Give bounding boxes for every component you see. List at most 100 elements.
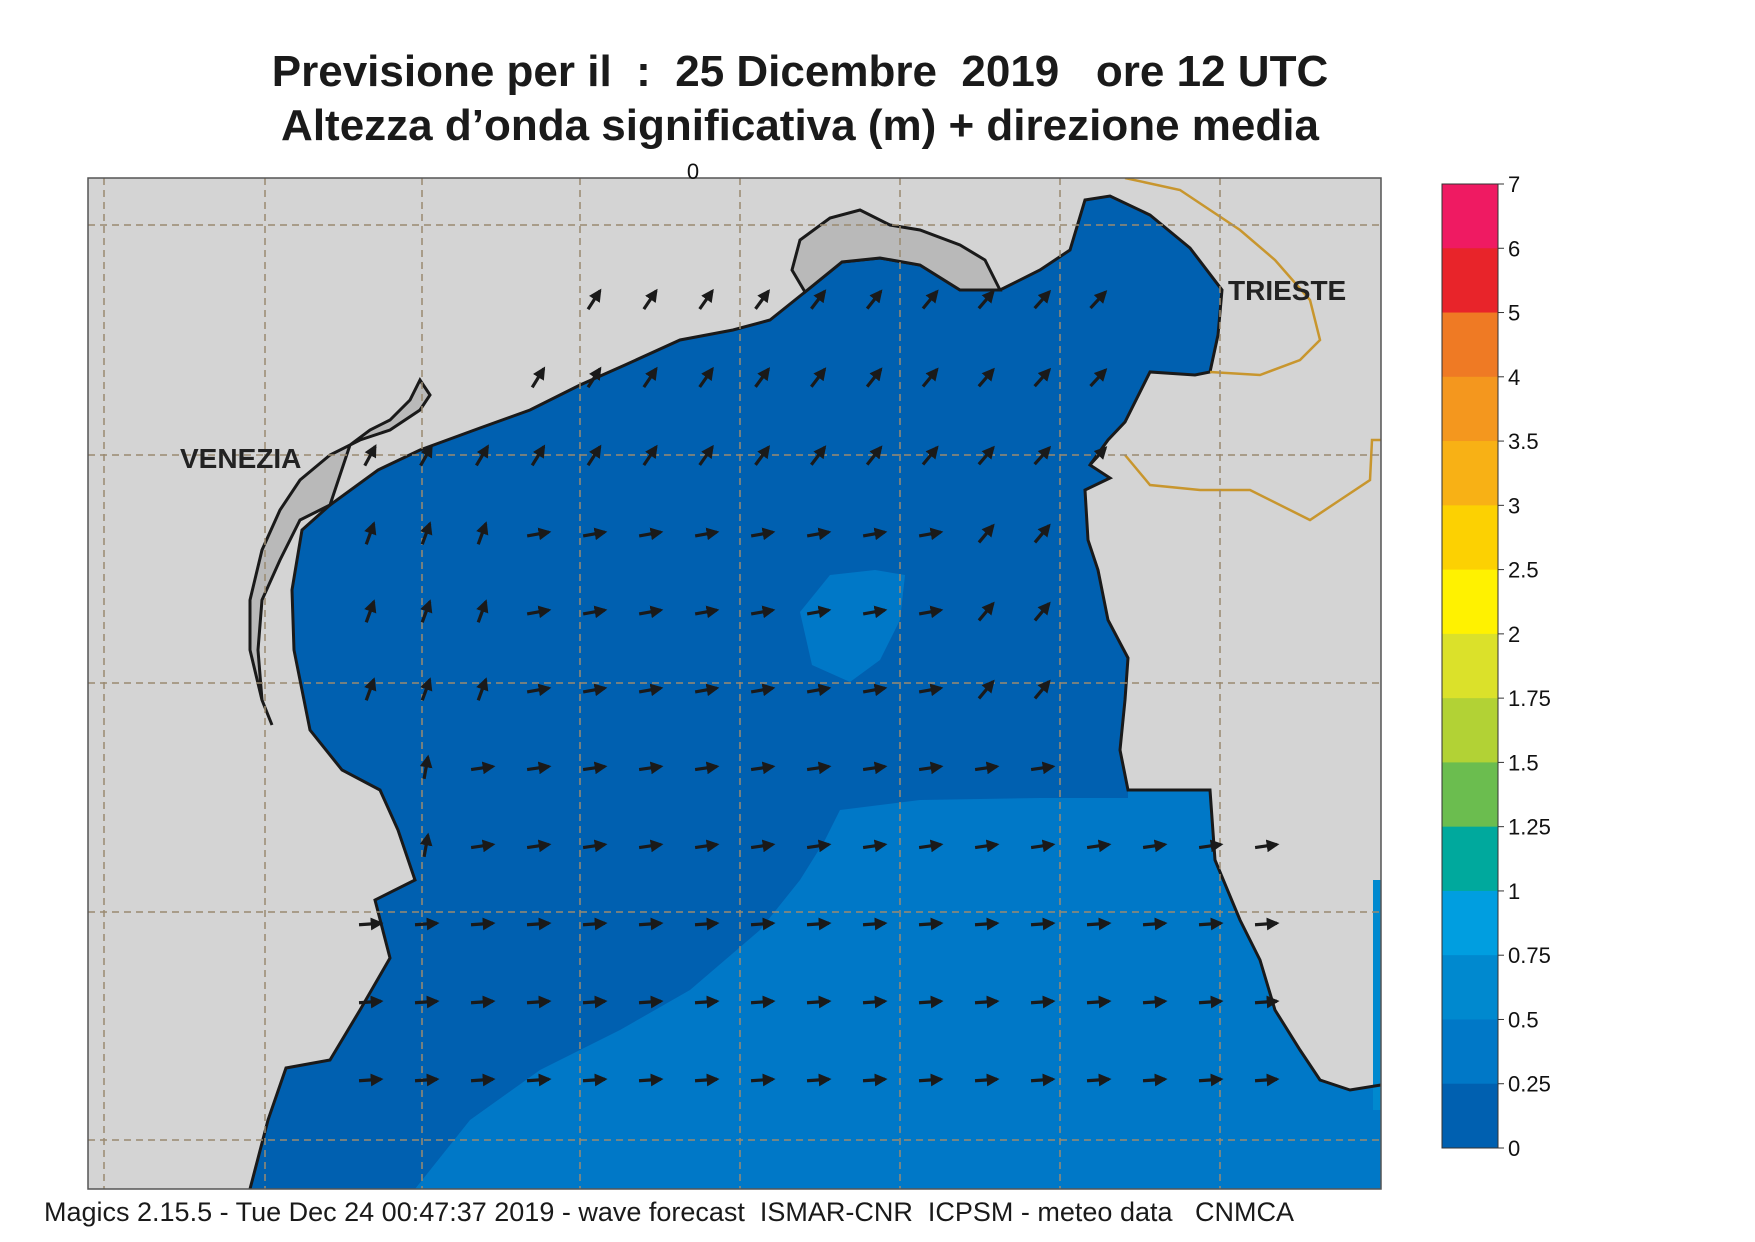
- wave-direction-arrow: [1033, 445, 1052, 466]
- wave-direction-arrow: [1030, 761, 1056, 775]
- wave-direction-arrow: [1142, 1073, 1168, 1087]
- wave-direction-arrow: [754, 367, 771, 388]
- wave-direction-arrow: [862, 839, 888, 853]
- wave-direction-arrow: [1086, 917, 1112, 931]
- wave-direction-arrow: [698, 366, 714, 388]
- wave-direction-arrow: [638, 839, 664, 853]
- legend-swatch: [1442, 376, 1498, 442]
- wave-direction-arrow: [918, 605, 944, 619]
- wave-direction-arrow: [974, 839, 1000, 853]
- wave-direction-arrow: [918, 1073, 944, 1087]
- wave-direction-arrow: [694, 527, 720, 541]
- legend-tick-label: 2.5: [1508, 558, 1539, 583]
- wave-direction-arrow: [750, 1073, 776, 1087]
- wave-direction-arrow: [810, 367, 827, 388]
- map-frame: [87, 177, 1382, 1190]
- wave-direction-arrow: [414, 1073, 440, 1087]
- wave-direction-arrow: [862, 683, 888, 697]
- wave-direction-arrow: [1198, 839, 1224, 853]
- legend-swatch: [1442, 955, 1498, 1020]
- wave-direction-arrow: [918, 995, 944, 1009]
- wave-direction-arrow: [977, 601, 995, 622]
- wave-direction-arrow: [1254, 917, 1280, 931]
- page-subtitle: Altezza d’onda significativa (m) + direz…: [281, 101, 1319, 150]
- wave-direction-arrow: [420, 677, 433, 701]
- wave-direction-arrow: [1033, 367, 1052, 388]
- legend-tick-label: 0: [1508, 1136, 1520, 1161]
- grid-top-mark: 0: [687, 159, 699, 184]
- wave-direction-arrow: [1142, 995, 1168, 1009]
- wave-direction-arrow: [526, 995, 552, 1009]
- wave-direction-arrow: [582, 761, 608, 775]
- wave-direction-arrow: [865, 289, 883, 310]
- wave-direction-arrow: [586, 366, 602, 389]
- wave-direction-arrow: [694, 683, 720, 697]
- legend-swatch: [1442, 826, 1498, 892]
- wave-direction-arrow: [419, 754, 433, 780]
- wave-direction-arrow: [526, 917, 552, 931]
- wave-direction-arrow: [865, 445, 883, 466]
- wave-direction-arrow: [363, 444, 377, 467]
- legend-swatch: [1442, 441, 1498, 506]
- wave-direction-arrow: [977, 679, 995, 700]
- wave-direction-arrow: [638, 683, 664, 697]
- wave-direction-arrow: [642, 288, 658, 311]
- wave-direction-arrow: [921, 445, 939, 466]
- wave-direction-arrow: [364, 521, 377, 545]
- legend-swatch: [1442, 698, 1498, 763]
- wave-direction-arrow: [974, 995, 1000, 1009]
- wave-direction-arrow: [918, 527, 944, 541]
- wave-direction-arrow: [582, 995, 608, 1009]
- coastline: [248, 194, 1381, 1189]
- wave-direction-arrow: [476, 521, 489, 545]
- state-border: [1124, 178, 1381, 522]
- wave-direction-arrow: [1033, 679, 1051, 700]
- wave-direction-arrow: [806, 995, 832, 1009]
- page-title: Previsione per il : 25 Dicembre 2019 ore…: [271, 47, 1329, 96]
- wave-direction-arrow: [1198, 1073, 1224, 1087]
- wave-direction-arrow: [750, 761, 776, 775]
- wave-direction-arrow: [470, 839, 496, 853]
- wave-direction-arrow: [865, 367, 883, 388]
- legend-tick-label: 0.25: [1508, 1072, 1551, 1097]
- wave-direction-arrow: [526, 683, 552, 697]
- wave-direction-arrow: [420, 521, 433, 545]
- graticule: [88, 178, 1381, 1189]
- wave-direction-arrow: [862, 1073, 888, 1087]
- wave-direction-arrow: [921, 367, 939, 388]
- legend-swatch: [1442, 1083, 1498, 1149]
- wave-direction-arrow: [638, 527, 664, 541]
- wave-direction-arrow: [1254, 839, 1280, 853]
- wave-direction-arrow: [638, 761, 664, 775]
- wave-direction-arrow: [862, 761, 888, 775]
- legend-tick-label: 0.75: [1508, 943, 1551, 968]
- wave-direction-arrow: [810, 289, 827, 310]
- city-label-venezia: VENEZIA: [180, 443, 301, 474]
- wave-direction-arrow: [582, 917, 608, 931]
- wave-direction-arrow: [582, 527, 608, 541]
- wave-direction-arrow: [977, 445, 995, 466]
- legend-tick-label: 1: [1508, 879, 1520, 904]
- wave-direction-arrow: [974, 1073, 1000, 1087]
- wave-direction-arrow: [806, 761, 832, 775]
- wave-direction-arrow: [806, 839, 832, 853]
- wave-direction-arrow: [470, 761, 496, 775]
- wave-direction-arrow: [476, 599, 489, 623]
- sea-patch-025-05: [800, 570, 905, 682]
- wave-direction-arrow: [475, 444, 489, 467]
- wave-direction-arrow: [526, 1073, 552, 1087]
- wave-direction-arrow: [977, 289, 995, 310]
- wave-direction-arrow: [862, 995, 888, 1009]
- wave-direction-arrow: [694, 605, 720, 619]
- wave-direction-arrow: [750, 917, 776, 931]
- wave-direction-arrow: [694, 761, 720, 775]
- wave-direction-arrow: [750, 605, 776, 619]
- wave-direction-arrow: [977, 523, 995, 544]
- wave-direction-arrow: [806, 917, 832, 931]
- wave-direction-arrow: [918, 917, 944, 931]
- wave-direction-arrow: [530, 444, 546, 467]
- wave-direction-arrow: [1086, 1073, 1112, 1087]
- wave-direction-arrow: [358, 995, 384, 1009]
- wave-direction-arrow: [364, 677, 377, 701]
- wave-direction-arrow: [582, 839, 608, 853]
